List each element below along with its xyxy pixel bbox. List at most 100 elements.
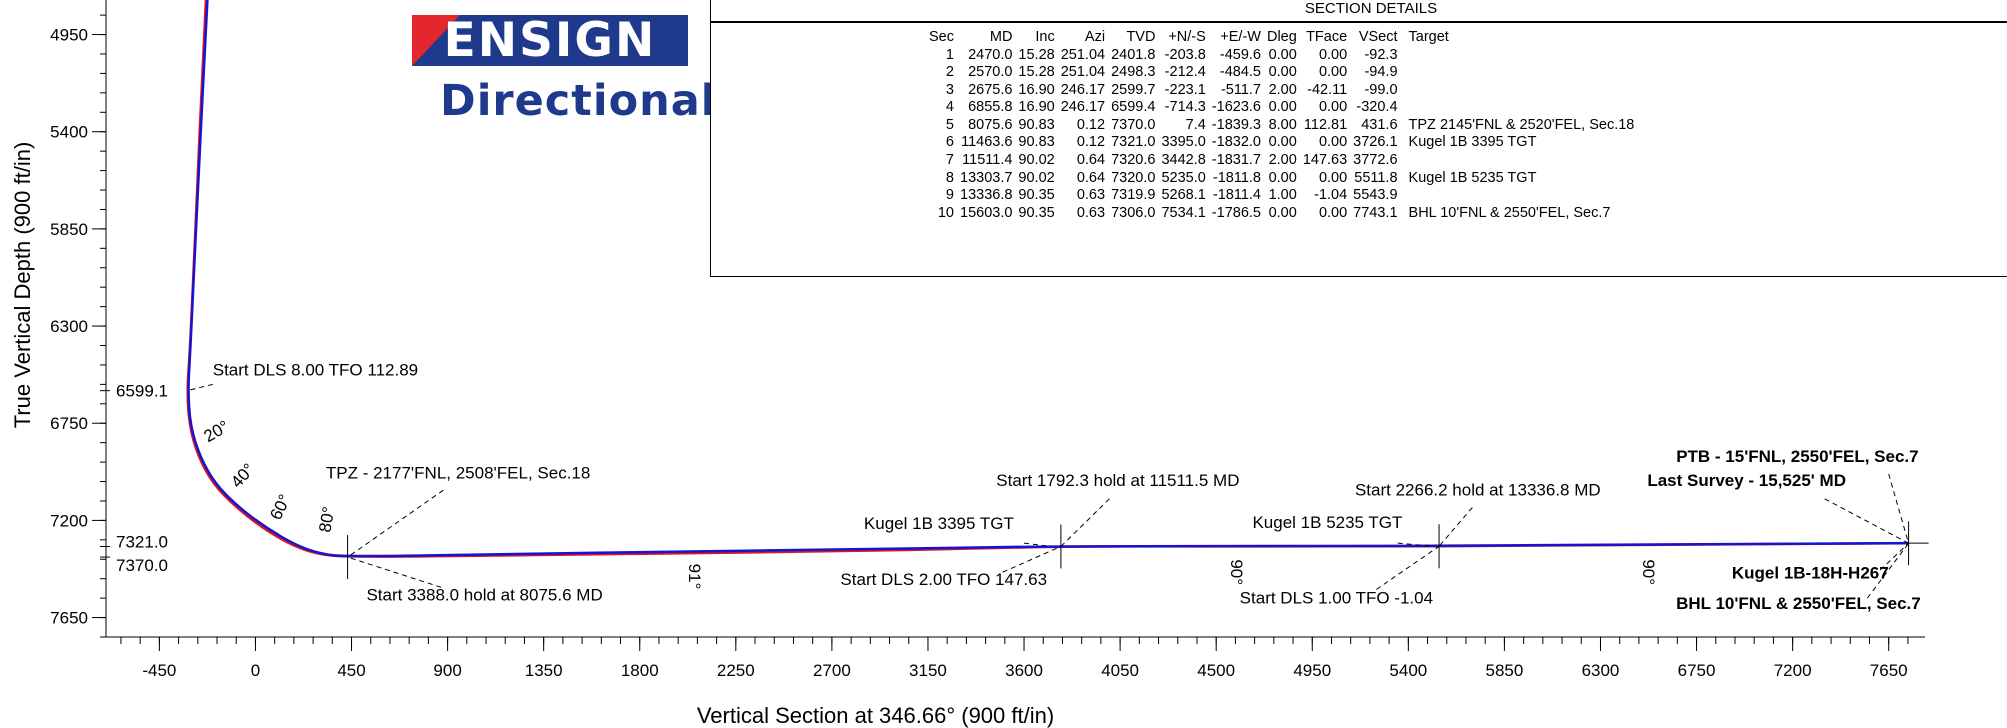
table-cell: 2 (945, 64, 954, 81)
table-cell: 0.00 (1318, 99, 1348, 116)
y-depth-marker-label: 6599.1 (116, 382, 168, 401)
annotation-leader-line (187, 383, 213, 392)
table-cell: BHL 10'FNL & 2550'FEL, Sec.7 (1408, 204, 1611, 221)
table-cell: 1.00 (1268, 187, 1297, 204)
inclination-label: 40° (227, 460, 258, 492)
table-cell: -484.5 (1219, 64, 1261, 81)
table-row: 10 15603.0 90.35 0.63 7306.0 7534.1 -1786.5 0.0… (926, 205, 1637, 223)
table-row: 3 2675.6 16.90 246.17 2599.7 -223.1 -511.7 2.00… (926, 82, 1637, 100)
table-cell: 0.63 (1076, 187, 1106, 204)
annotation-leader-line (1824, 498, 1909, 544)
x-tick-label: 0 (251, 661, 260, 680)
table-cell: -1.04 (1314, 187, 1348, 204)
table-row: 2 2570.0 15.28 251.04 2498.3 -212.4 -484.5 0.00… (926, 64, 1637, 82)
annotation-leader-line (1376, 545, 1440, 590)
table-cell: 1 (945, 46, 954, 63)
section-details-table: Sec MD Inc Azi TVD +N/-S +E/-W Dleg TFace VSect Ta… (926, 29, 1637, 222)
table-cell: 90.35 (1018, 204, 1055, 221)
table-cell: 2498.3 (1111, 64, 1156, 81)
table-cell: 251.04 (1060, 46, 1106, 63)
column-header: +E/-W (1220, 29, 1261, 45)
table-cell: 11463.6 (961, 134, 1013, 151)
table-cell: 0.00 (1318, 204, 1348, 221)
table-cell: 2470.0 (968, 46, 1013, 63)
table-cell: 0.00 (1318, 64, 1348, 81)
column-header: Inc (1035, 29, 1055, 45)
table-cell: 5511.8 (1354, 169, 1398, 186)
table-cell: 10 (937, 204, 954, 221)
table-row: 7 11511.4 90.02 0.64 7320.6 3442.8 -1831.7 2.00… (926, 152, 1637, 170)
annotation-label: PTB - 15'FNL, 2550'FEL, Sec.7 (1676, 447, 1918, 466)
x-tick-label: 5850 (1485, 661, 1523, 680)
table-cell: 90.02 (1018, 169, 1055, 186)
table-cell: -1832.0 (1211, 134, 1261, 151)
table-cell: 90.35 (1018, 187, 1055, 204)
annotation-label: Start DLS 8.00 TFO 112.89 (213, 360, 418, 379)
y-tick-label: 7650 (50, 609, 88, 628)
table-cell: 0.12 (1076, 116, 1106, 133)
table-cell: TPZ 2145'FNL & 2520'FEL, Sec.18 (1408, 116, 1635, 133)
table-cell (1401, 99, 1638, 117)
table-row: 6 11463.6 90.83 0.12 7321.0 3395.0 -1832.0 0.00… (926, 134, 1637, 152)
table-cell: 7.4 (1185, 116, 1206, 133)
x-tick-label: 2250 (717, 661, 755, 680)
annotation-label: Start 1792.3 hold at 11511.5 MD (996, 471, 1239, 490)
y-depth-marker-label: 7370.0 (116, 556, 168, 575)
table-cell: 112.81 (1303, 116, 1348, 133)
annotation-leader-line (1397, 542, 1433, 547)
inclination-label: 90° (1227, 559, 1246, 585)
annotation-label: Start 2266.2 hold at 13336.8 MD (1355, 481, 1601, 500)
table-cell: -99.0 (1364, 81, 1398, 98)
table-cell: 13303.7 (960, 169, 1013, 186)
table-cell: 0.00 (1268, 46, 1297, 63)
y-tick-label: 4950 (50, 26, 88, 45)
table-cell: 0.63 (1076, 204, 1106, 221)
table-cell: 7320.6 (1111, 152, 1156, 169)
table-cell: Kugel 1B 3395 TGT (1408, 134, 1537, 151)
table-cell: 2401.8 (1111, 46, 1156, 63)
table-cell: 7 (945, 152, 954, 169)
table-cell: -1786.5 (1211, 204, 1261, 221)
column-header: VSect (1358, 29, 1398, 45)
table-cell: 3772.6 (1353, 152, 1398, 169)
table-cell: 2.00 (1268, 81, 1297, 98)
table-cell: 0.00 (1318, 169, 1348, 186)
table-cell: 2675.6 (968, 81, 1013, 98)
table-cell (1401, 47, 1638, 65)
table-cell: 7370.0 (1111, 116, 1156, 133)
annotation-label: Start DLS 2.00 TFO 147.63 (840, 570, 1047, 589)
annotation-leader-line (1438, 507, 1473, 547)
table-header: Sec MD Inc Azi TVD +N/-S +E/-W Dleg TFace VSect Ta… (926, 29, 1637, 47)
annotation-leader-line (1866, 542, 1909, 599)
table-cell: 15.28 (1018, 64, 1055, 81)
table-cell: Kugel 1B 5235 TGT (1408, 169, 1537, 186)
table-cell: 0.00 (1318, 46, 1348, 63)
column-header: TVD (1126, 29, 1156, 45)
logo-text-directional: Directional (440, 76, 717, 126)
x-tick-label: 900 (433, 661, 461, 680)
annotation-leader-line (1888, 473, 1910, 544)
table-cell: 0.00 (1318, 134, 1348, 151)
inclination-label: 60° (266, 491, 294, 522)
table-cell: 7306.0 (1111, 204, 1156, 221)
annotation-leader-line (347, 489, 444, 558)
x-tick-label: 7200 (1774, 661, 1812, 680)
x-tick-label: -450 (142, 661, 176, 680)
table-cell: 246.17 (1060, 99, 1106, 116)
table-cell: -1811.8 (1212, 169, 1261, 186)
table-cell: 3726.1 (1353, 134, 1398, 151)
table-cell: -1839.3 (1211, 116, 1261, 133)
table-cell: 0.64 (1076, 152, 1106, 169)
y-tick-label: 7200 (50, 511, 88, 530)
annotation-label: Start DLS 1.00 TFO -1.04 (1240, 589, 1433, 608)
table-cell: 2599.7 (1111, 81, 1156, 98)
x-tick-label: 4950 (1293, 661, 1331, 680)
table-cell: 7743.1 (1353, 204, 1398, 221)
table-cell (1401, 82, 1638, 100)
table-row: 5 8075.6 90.83 0.12 7370.0 7.4 -1839.3 8.00 112.… (926, 117, 1637, 135)
y-axis-title: True Vertical Depth (900 ft/in) (10, 142, 35, 429)
table-cell: 2.00 (1268, 152, 1297, 169)
y-tick-label: 5400 (50, 123, 88, 142)
column-header: Azi (1084, 29, 1106, 45)
